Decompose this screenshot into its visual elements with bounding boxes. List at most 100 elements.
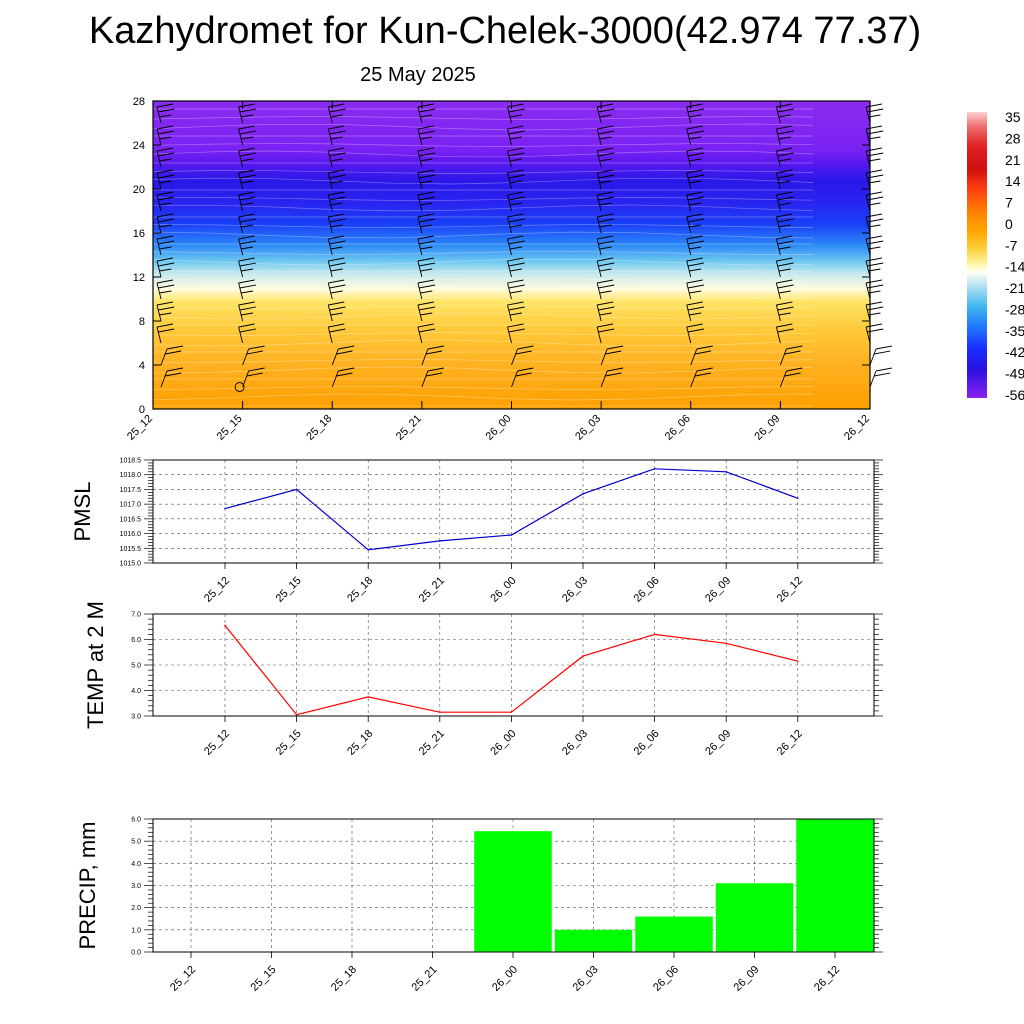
y-axis-label: TEMP at 2 M <box>83 601 108 729</box>
wind-barb <box>327 213 346 234</box>
data-point <box>367 548 370 551</box>
wind-barb <box>156 235 175 256</box>
y-tick-label: 4 <box>139 360 145 372</box>
precip-bar <box>796 819 874 952</box>
wind-barb <box>869 367 893 388</box>
data-point <box>295 488 298 491</box>
y-tick-label: 1017.5 <box>120 487 142 494</box>
x-tick-label: 25_21 <box>410 964 440 994</box>
y-axis-label: PMSL <box>70 482 95 542</box>
calm-wind-circle <box>234 382 245 392</box>
wind-barb <box>686 147 705 168</box>
wind-barb <box>160 345 184 366</box>
y-tick-label: 1016.0 <box>120 531 142 538</box>
wind-barb <box>686 103 705 124</box>
wind-barb <box>507 147 525 168</box>
wind-barb <box>417 213 436 234</box>
precip-bar <box>474 831 552 952</box>
contour-line <box>152 393 814 401</box>
wind-barb <box>507 169 525 190</box>
colorbar-label: -28 <box>1005 301 1024 317</box>
wind-barb <box>238 125 256 146</box>
chart-title: Kazhydromet for Kun-Chelek-3000(42.974 7… <box>88 10 922 52</box>
wind-barb <box>327 103 346 124</box>
contour-line <box>152 123 814 131</box>
wind-barb <box>417 235 436 256</box>
wind-barb <box>686 257 705 278</box>
colorbar-label: -49 <box>1005 366 1024 382</box>
wind-barb <box>327 279 346 300</box>
wind-barb <box>775 103 794 124</box>
contour-line <box>152 339 814 347</box>
wind-barb <box>238 103 256 124</box>
colorbar-label: 28 <box>1005 130 1021 146</box>
y-tick-label: 7.0 <box>131 612 141 619</box>
wind-barb <box>596 323 615 344</box>
x-tick-label: 26_06 <box>632 728 662 758</box>
wind-barb <box>596 257 615 278</box>
contour-line <box>152 177 814 185</box>
x-tick-label: 26_00 <box>490 964 520 994</box>
wind-barb <box>596 191 615 212</box>
data-point <box>367 696 370 698</box>
colorbar-scale <box>967 112 987 398</box>
wind-barb <box>327 191 346 212</box>
wind-barb <box>775 169 794 190</box>
x-tick-label: 25_21 <box>417 728 447 758</box>
y-tick-label: 3.0 <box>131 883 141 890</box>
y-axis-label: PRECIP, mm <box>75 822 100 950</box>
wind-barb <box>507 257 525 278</box>
wind-barb <box>238 301 256 322</box>
colorbar-label: 14 <box>1005 173 1021 189</box>
wind-barb <box>596 235 615 256</box>
wind-barb <box>507 125 525 146</box>
x-tick-label: 25_21 <box>394 413 424 443</box>
wind-barb <box>417 257 436 278</box>
data-point <box>510 711 513 713</box>
y-tick-label: 1017.0 <box>120 502 142 509</box>
wind-barb <box>417 103 436 124</box>
contour-line <box>152 312 814 320</box>
y-tick-label: 5.0 <box>131 663 141 670</box>
wind-barb <box>865 169 884 190</box>
x-tick-label: 26_12 <box>775 575 805 605</box>
x-tick-label: 25_18 <box>329 964 359 994</box>
wind-barb <box>507 191 525 212</box>
contour-line <box>152 285 814 293</box>
y-tick-label: 1015.0 <box>120 561 142 568</box>
x-tick-label: 26_12 <box>842 413 872 443</box>
wind-barb <box>869 345 893 366</box>
wind-barb <box>238 323 256 344</box>
data-point <box>582 493 584 495</box>
contour-line <box>152 224 814 228</box>
data-point <box>439 540 441 542</box>
wind-barb <box>238 279 256 300</box>
x-tick-label: 26_00 <box>488 728 518 758</box>
data-point <box>224 624 226 627</box>
wind-barb <box>686 235 705 256</box>
wind-barb <box>327 169 346 190</box>
contour-line <box>152 305 814 309</box>
colorbar-label: -42 <box>1005 344 1024 360</box>
contour-line <box>152 116 814 120</box>
x-tick-label: 26_03 <box>560 728 590 758</box>
wind-barb <box>327 323 346 344</box>
y-tick-label: 12 <box>133 272 145 284</box>
wind-barb <box>238 169 256 190</box>
contour-line <box>152 170 814 174</box>
precip-bar <box>635 916 713 952</box>
wind-barb <box>421 367 444 388</box>
x-tick-label: 25_12 <box>168 964 198 994</box>
wind-barb <box>507 301 525 322</box>
precip-bar <box>715 883 794 952</box>
y-tick-label: 20 <box>133 184 145 196</box>
x-tick-label: 25_15 <box>249 964 279 994</box>
precip-panel: 0.0 1.0 2.0 3.0 4.0 5.0 6.0 25_12 25_15 25_18 25_2… <box>75 817 883 994</box>
x-tick-label: 25_12 <box>202 575 232 605</box>
wind-barb <box>779 345 803 366</box>
x-tick-label: 26_09 <box>703 575 733 605</box>
colorbar-label: -14 <box>1005 259 1024 275</box>
chart-subtitle: 25 May 2025 <box>360 64 476 86</box>
x-tick-label: 26_09 <box>703 728 733 758</box>
wind-barb <box>775 257 794 278</box>
